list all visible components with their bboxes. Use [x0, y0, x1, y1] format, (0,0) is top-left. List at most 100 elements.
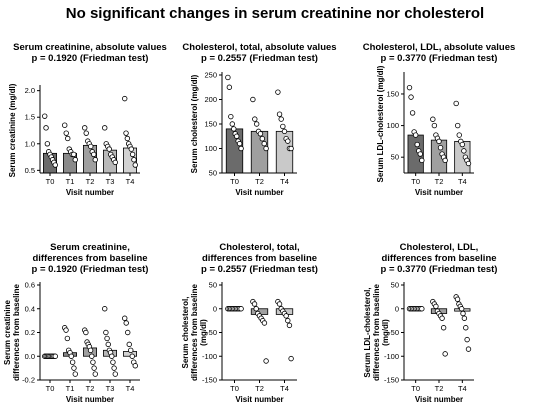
panel-title-line: Cholesterol, LDL, absolute values — [363, 42, 516, 53]
data-point — [465, 160, 472, 167]
x-axis-label: Visit number — [415, 395, 463, 404]
x-tick-label: T0 — [46, 177, 55, 186]
y-tick-label: 50 — [209, 281, 217, 290]
data-point — [128, 347, 134, 354]
data-point — [103, 329, 109, 336]
data-point — [44, 141, 51, 147]
data-point — [458, 306, 465, 312]
data-point — [419, 306, 425, 312]
data-point — [238, 145, 244, 152]
x-axis-label: Visit number — [235, 188, 283, 197]
y-tick-label: 50 — [391, 281, 399, 290]
panel-title-line: p = 0.3770 (Friedman test) — [381, 53, 498, 64]
data-point — [409, 110, 416, 116]
y-tick-label: 0.6 — [25, 281, 35, 290]
y-tick-label: 100 — [386, 121, 399, 130]
y-tick-label: 200 — [204, 95, 217, 104]
x-tick-label: T0 — [46, 384, 55, 393]
x-tick-label: T0 — [230, 177, 239, 186]
data-point — [288, 145, 294, 152]
y-tick-label: 0.5 — [25, 166, 35, 175]
x-axis-label: Visit number — [235, 395, 283, 404]
x-tick-label: T0 — [411, 384, 420, 393]
data-point — [455, 122, 461, 129]
data-point — [123, 320, 129, 326]
data-point — [43, 125, 49, 131]
y-tick-label: 50 — [391, 153, 399, 162]
x-tick-label: T3 — [106, 384, 115, 393]
bar-T2 — [250, 130, 269, 174]
data-point — [259, 135, 266, 142]
figure-title: No significant changes in serum creatini… — [66, 5, 484, 22]
data-point — [461, 315, 468, 321]
y-tick-label: -0.2 — [22, 376, 35, 385]
y-tick-label: 0 — [395, 304, 399, 313]
data-point — [231, 126, 237, 132]
data-point — [72, 371, 78, 377]
data-point — [430, 116, 436, 122]
panel-title-line: differences from baseline — [32, 253, 147, 264]
data-point — [102, 306, 108, 312]
data-point — [89, 353, 95, 359]
panel-title-line: p = 0.1920 (Friedman test) — [32, 53, 149, 64]
data-point — [275, 89, 281, 95]
data-point — [453, 100, 459, 107]
data-point — [72, 157, 78, 163]
y-axis-label: Serum creatinine (mg/dl) — [8, 83, 17, 177]
data-point — [440, 325, 447, 331]
data-point — [261, 140, 267, 147]
x-tick-label: T2 — [435, 384, 444, 393]
y-tick-label: 1.0 — [25, 139, 35, 148]
x-tick-label: T2 — [86, 177, 95, 186]
data-point — [276, 301, 283, 307]
panel-title-line: Cholesterol, LDL, — [400, 242, 479, 253]
data-point — [459, 141, 466, 148]
data-point — [236, 140, 243, 147]
data-point — [465, 346, 472, 352]
y-tick-label: -150 — [384, 376, 399, 385]
x-tick-label: T4 — [280, 384, 289, 393]
x-tick-label: T4 — [280, 177, 289, 186]
data-point — [129, 151, 136, 158]
chart-panel-4: Serum creatinine,differences from baseli… — [3, 242, 148, 404]
y-tick-label: -150 — [202, 376, 217, 385]
data-point — [132, 363, 138, 369]
chart-panel-6: Cholesterol, LDL, differences from baseli… — [363, 242, 497, 404]
data-point — [442, 157, 448, 164]
data-point — [263, 358, 269, 364]
data-point — [128, 146, 135, 152]
y-tick-label: 0.4 — [25, 304, 35, 313]
x-tick-label: T4 — [458, 177, 467, 186]
data-point — [414, 141, 420, 148]
y-tick-label: 250 — [204, 71, 217, 80]
x-axis-label: Visit number — [66, 188, 114, 197]
data-point — [129, 353, 135, 359]
data-point — [110, 359, 116, 365]
data-point — [90, 359, 96, 365]
data-point — [412, 132, 419, 138]
data-point — [433, 303, 439, 310]
data-point — [228, 113, 234, 120]
panel-title-line: p = 0.3770 (Friedman test) — [381, 264, 498, 275]
y-axis-label: Serum LDL-cholesterol (mg/dl) — [376, 65, 385, 182]
y-axis-label: Serum cholesterol, — [181, 296, 190, 368]
data-point — [102, 125, 108, 131]
y-axis-label: differences from baseline — [372, 283, 381, 380]
x-tick-label: T0 — [230, 384, 239, 393]
data-point — [442, 351, 448, 357]
data-point — [42, 113, 48, 119]
chart-panel-5: Cholesterol, total,differences from base… — [181, 242, 318, 404]
data-point — [91, 151, 97, 158]
x-tick-label: T2 — [255, 384, 264, 393]
x-axis-label: Visit number — [66, 395, 114, 404]
data-point — [71, 365, 77, 371]
data-point — [109, 353, 115, 359]
y-tick-label: 100 — [204, 144, 217, 153]
x-tick-label: T2 — [255, 177, 264, 186]
x-tick-label: T2 — [86, 384, 95, 393]
data-point — [112, 159, 118, 166]
data-point — [62, 122, 68, 128]
x-tick-label: T2 — [435, 177, 444, 186]
data-point — [83, 329, 89, 336]
data-point — [454, 296, 461, 302]
